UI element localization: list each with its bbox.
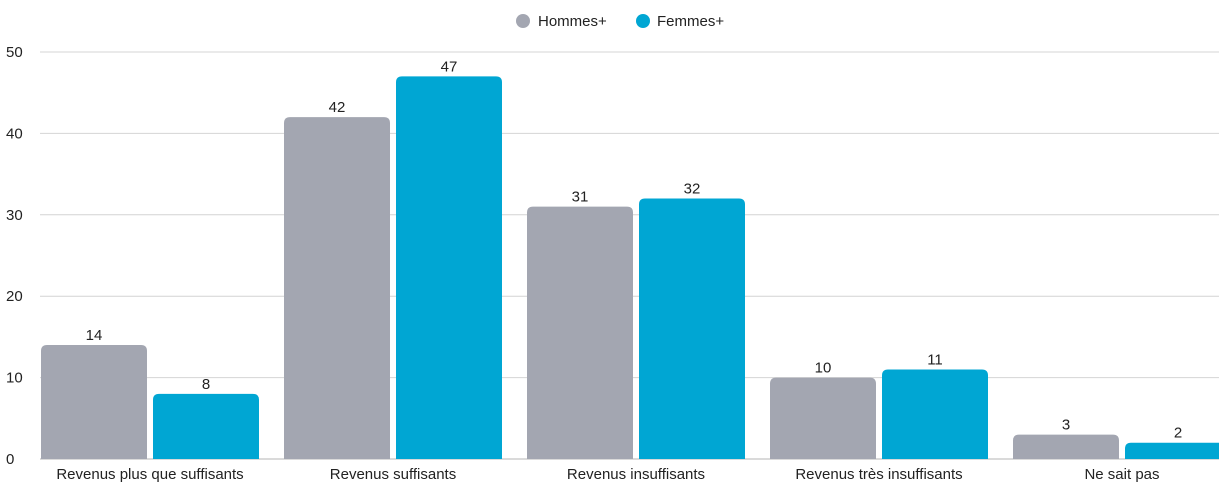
x-axis: Revenus plus que suffisants Revenus suffi… — [56, 466, 1159, 483]
bar — [639, 198, 745, 459]
y-tick-label: 20 — [6, 288, 23, 305]
bar — [396, 76, 502, 460]
bar — [527, 206, 633, 459]
x-tick-label: Revenus insuffisants — [567, 466, 705, 483]
legend-swatch — [636, 14, 650, 28]
bar — [882, 369, 988, 459]
data-label: 42 — [329, 99, 346, 116]
legend: Hommes+ Femmes+ — [516, 13, 724, 30]
bar — [770, 377, 876, 459]
data-label: 31 — [572, 189, 589, 206]
data-label: 14 — [86, 327, 103, 344]
bar — [1013, 434, 1119, 459]
x-tick-label: Revenus suffisants — [330, 466, 456, 483]
legend-label: Hommes+ — [538, 13, 607, 30]
bar — [153, 393, 259, 459]
bar — [41, 345, 147, 459]
y-tick-label: 10 — [6, 370, 23, 387]
x-tick-label: Revenus plus que suffisants — [56, 466, 243, 483]
x-tick-label: Revenus très insuffisants — [795, 466, 962, 483]
y-tick-label: 0 — [6, 451, 14, 468]
data-label: 11 — [927, 351, 943, 368]
legend-label: Femmes+ — [657, 13, 724, 30]
y-tick-label: 40 — [6, 125, 23, 142]
bars — [41, 76, 1219, 460]
bar — [1125, 442, 1219, 459]
y-tick-label: 50 — [6, 44, 23, 61]
data-label: 3 — [1062, 417, 1070, 434]
bar — [284, 117, 390, 460]
legend-swatch — [516, 14, 530, 28]
data-label: 32 — [684, 181, 701, 198]
data-label: 2 — [1174, 425, 1182, 442]
y-axis: 0 10 20 30 40 50 — [6, 44, 23, 468]
y-tick-label: 30 — [6, 207, 23, 224]
data-label: 47 — [441, 58, 458, 75]
data-label: 10 — [815, 360, 832, 377]
x-tick-label: Ne sait pas — [1084, 466, 1159, 483]
data-label: 8 — [202, 376, 210, 393]
